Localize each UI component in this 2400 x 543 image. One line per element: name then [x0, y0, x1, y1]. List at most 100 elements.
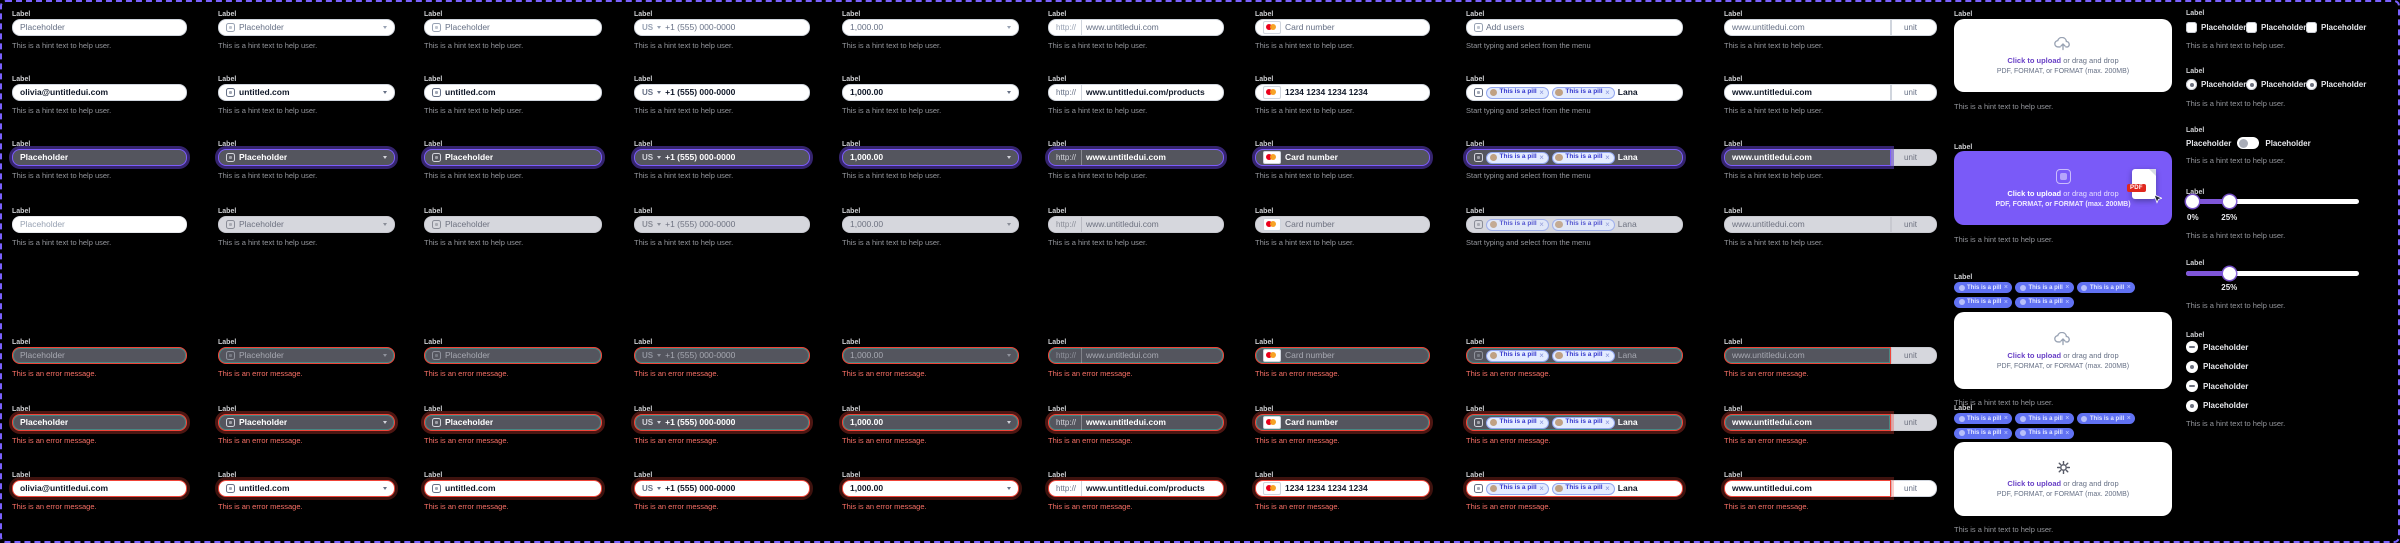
- checkbox[interactable]: [2186, 22, 2197, 33]
- text-field[interactable]: Placeholder: [12, 149, 187, 166]
- phone-field[interactable]: US +1 (555) 000-0000: [634, 414, 810, 431]
- remove-file-icon[interactable]: ×: [2126, 284, 2131, 291]
- slider-handle[interactable]: [2222, 267, 2236, 280]
- remove-tag-icon[interactable]: ×: [1539, 87, 1544, 97]
- remove-tag-icon[interactable]: ×: [1539, 219, 1544, 229]
- url-field[interactable]: http://www.untitledui.com: [1048, 19, 1224, 36]
- url-field[interactable]: http://www.untitledui.com/products: [1048, 480, 1224, 497]
- tags-field[interactable]: This is a pill × This is a pill × Lana: [1466, 347, 1683, 364]
- country-select[interactable]: US: [642, 350, 654, 360]
- card-field[interactable]: 1234 1234 1234 1234: [1255, 84, 1430, 101]
- upload-cta[interactable]: Click to upload: [2007, 55, 2062, 65]
- slider-track[interactable]: [2186, 195, 2359, 208]
- tag-pill[interactable]: This is a pill ×: [1486, 416, 1549, 429]
- tags-field[interactable]: This is a pill × This is a pill × Lana: [1466, 84, 1683, 101]
- unit-input[interactable]: www.untitledui.com: [1724, 216, 1891, 233]
- file-pill[interactable]: This is a pill ×: [2015, 296, 2074, 308]
- unit-dropdown[interactable]: unit: [1891, 19, 1937, 36]
- unit-input[interactable]: www.untitledui.com: [1724, 347, 1891, 364]
- phone-field[interactable]: US +1 (555) 000-0000: [634, 84, 810, 101]
- unit-field[interactable]: www.untitledui.com unit: [1724, 347, 1937, 364]
- unit-input[interactable]: www.untitledui.com: [1724, 480, 1891, 497]
- unit-dropdown[interactable]: unit: [1891, 84, 1937, 101]
- card-field[interactable]: Card number: [1255, 216, 1430, 233]
- remove-file-icon[interactable]: ×: [2126, 415, 2131, 422]
- file-pill[interactable]: This is a pill ×: [2015, 282, 2074, 293]
- country-select[interactable]: US: [642, 417, 654, 427]
- upload-cta[interactable]: Click to upload: [2007, 478, 2062, 488]
- card-field[interactable]: 1234 1234 1234 1234: [1255, 480, 1430, 497]
- file-pill[interactable]: This is a pill ×: [1954, 427, 2013, 439]
- remove-tag-icon[interactable]: ×: [1539, 152, 1544, 162]
- country-select[interactable]: US: [642, 87, 654, 97]
- unit-field[interactable]: www.untitledui.com unit: [1724, 84, 1937, 101]
- tag-pill[interactable]: This is a pill ×: [1551, 218, 1615, 231]
- file-pill[interactable]: This is a pill ×: [2076, 282, 2136, 293]
- card-field[interactable]: Card number: [1255, 19, 1430, 36]
- icon-dropdown-field[interactable]: Placeholder: [218, 149, 395, 166]
- tags-field[interactable]: This is a pill × This is a pill × Lana: [1466, 149, 1683, 166]
- text-field[interactable]: Placeholder: [12, 19, 187, 36]
- unit-input[interactable]: www.untitledui.com: [1724, 414, 1891, 431]
- tags-field[interactable]: This is a pill × This is a pill × Lana: [1466, 480, 1683, 497]
- icon-dropdown-field[interactable]: Placeholder: [218, 216, 395, 233]
- radio-button[interactable]: [2246, 79, 2257, 90]
- unit-field[interactable]: www.untitledui.com unit: [1724, 149, 1937, 166]
- country-select[interactable]: US: [642, 483, 654, 493]
- text-field[interactable]: Placeholder: [12, 347, 187, 364]
- file-pill[interactable]: This is a pill ×: [2015, 413, 2074, 424]
- icon-dropdown-field[interactable]: Placeholder: [218, 414, 395, 431]
- url-field[interactable]: http://www.untitledui.com/products: [1048, 84, 1224, 101]
- tag-pill[interactable]: This is a pill ×: [1551, 86, 1615, 99]
- unit-field[interactable]: www.untitledui.com unit: [1724, 480, 1937, 497]
- remove-tag-icon[interactable]: ×: [1605, 152, 1610, 162]
- url-field[interactable]: http://www.untitledui.com: [1048, 149, 1224, 166]
- remove-tag-icon[interactable]: ×: [1605, 219, 1610, 229]
- icon-dropdown-field[interactable]: Placeholder: [218, 347, 395, 364]
- file-dropzone[interactable]: Click to upload or drag and drop PDF, FOR…: [1954, 442, 2172, 516]
- text-field[interactable]: olivia@untitledui.com: [12, 480, 187, 497]
- text-field[interactable]: Placeholder: [12, 414, 187, 431]
- radio-dot-icon[interactable]: [2186, 399, 2198, 412]
- card-field[interactable]: Card number: [1255, 414, 1430, 431]
- toggle-switch[interactable]: [2237, 137, 2260, 149]
- tag-pill[interactable]: This is a pill ×: [1486, 349, 1549, 362]
- remove-file-icon[interactable]: ×: [2003, 415, 2008, 422]
- unit-dropdown[interactable]: unit: [1891, 347, 1937, 364]
- card-field[interactable]: Card number: [1255, 149, 1430, 166]
- slider-handle[interactable]: [2186, 195, 2199, 208]
- checkbox-item[interactable]: Placeholder: [2246, 22, 2306, 33]
- text-field[interactable]: olivia@untitledui.com: [12, 84, 187, 101]
- remove-file-icon[interactable]: ×: [2065, 284, 2070, 291]
- amount-field[interactable]: 1,000.00: [842, 149, 1019, 166]
- phone-field[interactable]: US +1 (555) 000-0000: [634, 216, 810, 233]
- country-select[interactable]: US: [642, 219, 654, 229]
- phone-field[interactable]: US +1 (555) 000-0000: [634, 480, 810, 497]
- amount-field[interactable]: 1,000.00: [842, 480, 1019, 497]
- radio-button[interactable]: [2186, 79, 2197, 90]
- file-dropzone[interactable]: Click to upload or drag and drop PDF, FOR…: [1954, 19, 2172, 92]
- remove-tag-icon[interactable]: ×: [1605, 483, 1610, 493]
- tags-field[interactable]: This is a pill × This is a pill × Lana: [1466, 216, 1683, 233]
- file-pill[interactable]: This is a pill ×: [1954, 413, 2013, 424]
- icon-text-field[interactable]: untitled.com: [424, 480, 602, 497]
- remove-tag-icon[interactable]: ×: [1539, 417, 1544, 427]
- amount-field[interactable]: 1,000.00: [842, 216, 1019, 233]
- unit-dropdown[interactable]: unit: [1891, 149, 1937, 166]
- phone-field[interactable]: US +1 (555) 000-0000: [634, 149, 810, 166]
- file-pill[interactable]: This is a pill ×: [2076, 413, 2136, 424]
- remove-tag-icon[interactable]: ×: [1539, 483, 1544, 493]
- unit-dropdown[interactable]: unit: [1891, 414, 1937, 431]
- unit-input[interactable]: www.untitledui.com: [1724, 84, 1891, 101]
- tags-field[interactable]: Add users: [1466, 19, 1683, 36]
- unit-input[interactable]: www.untitledui.com: [1724, 149, 1891, 166]
- icon-dropdown-field[interactable]: untitled.com: [218, 480, 395, 497]
- file-pill[interactable]: This is a pill ×: [1954, 296, 2013, 308]
- stack-item[interactable]: Placeholder: [2186, 399, 2248, 412]
- radio-button[interactable]: [2306, 79, 2317, 90]
- remove-file-icon[interactable]: ×: [2003, 298, 2008, 306]
- tag-pill[interactable]: This is a pill ×: [1551, 151, 1615, 164]
- remove-file-icon[interactable]: ×: [2003, 429, 2008, 437]
- tag-pill[interactable]: This is a pill ×: [1551, 482, 1615, 495]
- radio-item[interactable]: Placeholder: [2186, 79, 2246, 90]
